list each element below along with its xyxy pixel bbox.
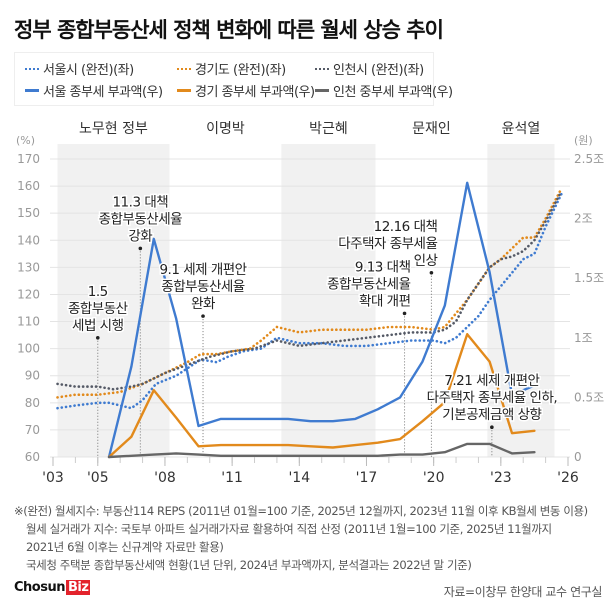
legend-item: 경기도 (완전)(좌) <box>177 59 286 78</box>
annotation-text: 다주택자 종부세율 인하, <box>427 390 558 406</box>
series-line <box>107 181 536 459</box>
annotation-text: 완화 <box>191 296 215 312</box>
annotation-dot <box>429 270 434 275</box>
footnote: ※(완전) 월세지수: 부동산114 REPS (2011년 01월=100 기… <box>14 504 588 518</box>
series-line <box>107 442 536 459</box>
x-tick-label: '17 <box>356 470 378 486</box>
footnote: 2021년 6월 이후는 신규계약 자료만 활용) <box>26 540 224 554</box>
legend-swatch <box>177 89 191 92</box>
logo-badge: Biz <box>65 580 91 595</box>
legend-item: 서울 종부세 부과액(우) <box>25 81 163 100</box>
annotation-text: 7.21 세제 개편안 <box>444 373 539 389</box>
annotation-text: 기본공제금액 상향 <box>442 407 541 423</box>
series-line <box>107 333 536 459</box>
annotation-dot <box>402 311 407 316</box>
annotation-text: 12.16 대책 <box>374 219 438 235</box>
left-tick-label: 100 <box>17 342 40 356</box>
right-axis-unit: (원) <box>574 134 593 147</box>
x-tick-label: '23 <box>490 470 512 486</box>
chart-title: 정부 종합부동산세 정책 변화에 따른 월세 상승 추이 <box>14 18 444 42</box>
annotation-text: 종합부동산세율 <box>99 211 183 227</box>
left-tick-label: 90 <box>25 369 40 383</box>
legend-label: 경기도 (완전)(좌) <box>195 63 286 78</box>
x-tick-label: '14 <box>288 470 310 486</box>
right-tick-label: 0.5조 <box>574 390 604 404</box>
left-tick-label: 150 <box>17 206 40 220</box>
right-tick-label: 1.5조 <box>574 271 604 285</box>
legend-label: 경기 종부세 부과액(우) <box>195 85 315 100</box>
x-tick-label: '20 <box>423 470 445 486</box>
government-label: 노무현 정부 <box>79 121 148 137</box>
annotation-text: 종합부동산 <box>68 301 128 317</box>
annotation-text: 강화 <box>128 228 152 244</box>
legend-label: 서울 종부세 부과액(우) <box>43 85 163 100</box>
legend-item: 인천 중부세 부과액(우) <box>315 81 453 100</box>
annotation-text: 11.3 대책 <box>112 194 168 210</box>
x-tick-label: '05 <box>87 470 109 486</box>
x-tick-label: '26 <box>557 470 579 486</box>
left-tick-label: 160 <box>17 179 40 193</box>
series-line <box>56 192 563 410</box>
left-tick-label: 170 <box>17 152 40 166</box>
right-tick-label: 0 <box>574 450 582 464</box>
annotation-text: 종합부동산세율 <box>161 279 245 295</box>
government-label: 윤석열 <box>502 121 541 137</box>
annotation-text: 다주택자 종부세율 <box>338 236 437 252</box>
annotation-dot <box>490 425 494 430</box>
legend-swatch <box>25 89 39 92</box>
annotation-text: 9.13 대책 <box>355 259 411 275</box>
left-tick-label: 80 <box>25 396 40 410</box>
source-credit: 자료=이창무 한양대 교수 연구실 <box>443 585 603 599</box>
series-line <box>56 190 563 391</box>
logo-text: Chosun <box>14 580 65 595</box>
government-label: 이명박 <box>206 121 245 137</box>
left-tick-label: 110 <box>17 315 40 329</box>
government-label: 박근혜 <box>309 121 348 137</box>
right-tick-label: 1조 <box>574 331 593 345</box>
legend-swatch <box>177 67 191 70</box>
legend-swatch <box>25 67 39 70</box>
annotation-dot <box>95 336 100 340</box>
legend-swatch <box>315 89 329 92</box>
right-tick-label: 2.5조 <box>574 152 604 166</box>
government-label: 문재인 <box>412 121 451 137</box>
x-tick-label: '03 <box>42 470 64 486</box>
government-band <box>487 144 555 457</box>
left-tick-label: 130 <box>17 260 40 274</box>
annotation-text: 세법 시행 <box>72 318 124 334</box>
left-axis-unit: (%) <box>16 134 35 147</box>
government-band <box>281 144 376 457</box>
annotation-text: 종합부동산세율 <box>327 276 411 292</box>
annotation-text: 인상 <box>414 253 438 269</box>
legend-label: 인천 중부세 부과액(우) <box>333 85 453 100</box>
legend-swatch <box>315 67 329 70</box>
footnote: 월세 실거래가 지수: 국토부 아파트 실거래가자료 활용하여 직접 산정 (2… <box>26 522 552 536</box>
annotation-dot <box>201 314 205 318</box>
footnote: 국세청 주택분 종합부동산세액 현황(1년 단위, 2024년 부과액까지, 분… <box>26 558 472 572</box>
legend-label: 서울시 (완전)(좌) <box>43 63 134 78</box>
annotation-text: 1.5 <box>88 284 108 300</box>
legend: 서울시 (완전)(좌) 경기도 (완전)(좌) 인천시 (완전)(좌) 서울 종… <box>14 52 453 106</box>
left-tick-label: 140 <box>17 233 40 247</box>
chosunbiz-logo: Chosun Biz <box>14 580 91 595</box>
legend-item: 서울시 (완전)(좌) <box>25 59 134 78</box>
annotation-text: 확대 개편 <box>359 293 411 309</box>
annotation-text: 9.1 세제 개편안 <box>159 262 246 278</box>
left-tick-label: 70 <box>25 423 40 437</box>
left-tick-label: 120 <box>17 287 40 301</box>
x-tick-label: '11 <box>221 470 243 486</box>
legend-item: 인천시 (완전)(좌) <box>315 59 424 78</box>
right-tick-label: 2조 <box>574 212 593 226</box>
legend-item: 경기 종부세 부과액(우) <box>177 81 315 100</box>
annotation-dot <box>138 246 143 251</box>
x-tick-label: '08 <box>154 470 176 486</box>
legend-label: 인천시 (완전)(좌) <box>333 63 424 78</box>
left-tick-label: 60 <box>25 450 40 464</box>
